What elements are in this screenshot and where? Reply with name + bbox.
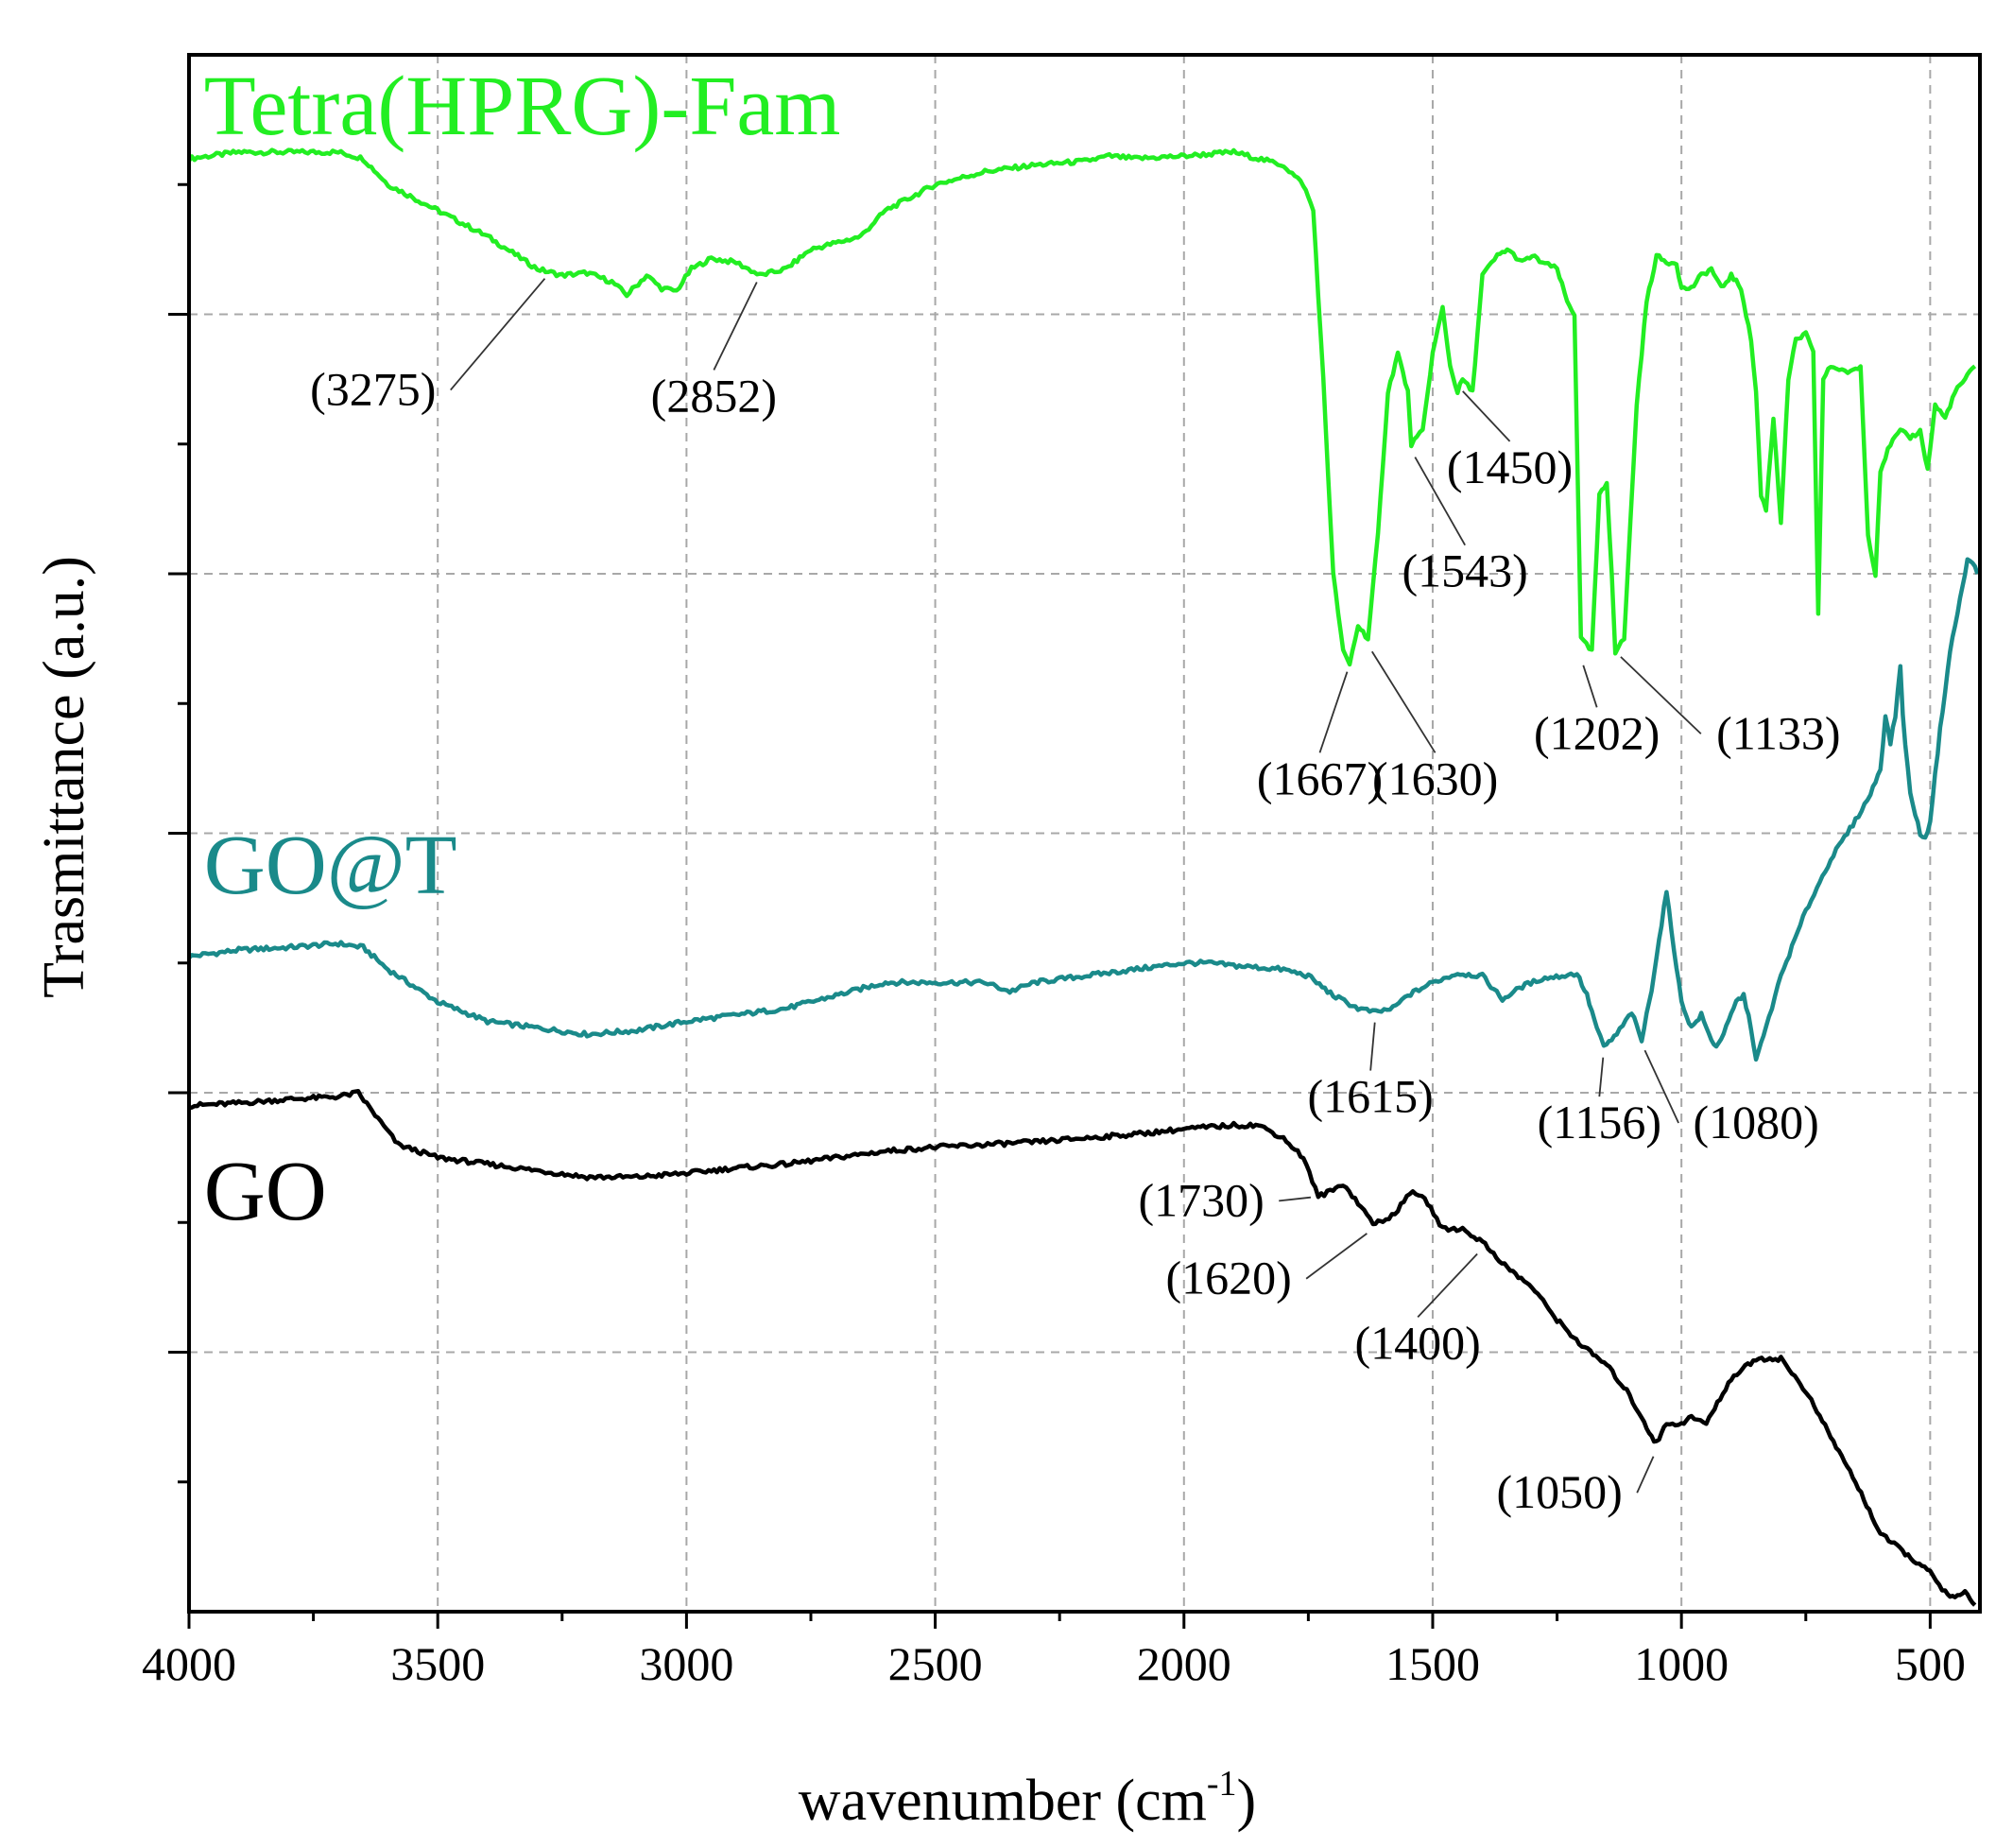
peak-label: (1620) <box>1165 1252 1291 1304</box>
annotations: (3275) (2852) (1450) (1543) (1667)(1630) (120… <box>310 278 1841 1518</box>
peak-label: (3275) <box>310 363 436 416</box>
peak-leader <box>1417 1252 1478 1318</box>
peak-label: (1156) <box>1538 1096 1661 1149</box>
x-tick-label: 4000 <box>142 1637 236 1690</box>
series-label: GO <box>204 1145 327 1238</box>
series-label: Tetra(HPRG)-Fam <box>204 60 841 153</box>
x-axis-label: wavenumber (cm-1) <box>799 1764 1256 1833</box>
peak-leader <box>1318 671 1349 753</box>
y-axis-label: Trasmittance (a.u.) <box>32 556 96 998</box>
series-line-tetra-hprg-fam <box>187 147 1977 667</box>
peak-leader <box>1414 457 1466 546</box>
peak-leader <box>1305 1233 1368 1280</box>
peak-leader <box>1643 1049 1679 1124</box>
x-ticks: 4000 3500 3000 2500 2000 1500 1000 500 <box>142 1612 1966 1690</box>
series-labels: Tetra(HPRG)-Fam GO@T GO <box>204 60 841 1238</box>
peak-leader <box>1598 1057 1605 1097</box>
peak-label: (1080) <box>1693 1096 1818 1149</box>
peak-leader <box>1636 1456 1655 1494</box>
grid <box>189 55 1980 1612</box>
peak-leader <box>1620 656 1702 734</box>
x-tick-label: 3000 <box>639 1637 733 1690</box>
x-tick-label: 2500 <box>888 1637 983 1690</box>
peak-label: (1730) <box>1139 1173 1265 1226</box>
peak-label: (1050) <box>1497 1465 1623 1518</box>
peak-label: (1615) <box>1308 1070 1434 1123</box>
peak-label: (1630) <box>1372 751 1498 804</box>
peak-leader <box>1582 665 1598 708</box>
series-line-go-at-t <box>187 557 1980 1062</box>
peak-leader <box>1279 1196 1312 1202</box>
peak-leader <box>713 282 758 371</box>
peak-label: (1133) <box>1716 706 1840 759</box>
peak-label: (1667) <box>1257 751 1383 804</box>
x-tick-label: 2000 <box>1137 1637 1231 1690</box>
x-tick-label: 1500 <box>1385 1637 1480 1690</box>
peak-label: (1543) <box>1402 544 1528 597</box>
peak-label: (1202) <box>1534 706 1660 759</box>
peak-label: (1450) <box>1447 440 1573 493</box>
peak-leader <box>1462 390 1511 442</box>
series-layer <box>187 147 1980 1607</box>
peak-leader <box>1369 1022 1376 1071</box>
peak-label: (1400) <box>1355 1316 1481 1369</box>
x-tick-label: 1000 <box>1634 1637 1729 1690</box>
series-line-go <box>188 1088 1977 1607</box>
x-tick-label: 3500 <box>390 1637 485 1690</box>
peak-label: (2852) <box>651 369 777 422</box>
peak-leader <box>1371 650 1437 753</box>
peak-leader <box>450 278 546 391</box>
x-tick-label: 500 <box>1895 1637 1966 1690</box>
series-label: GO@T <box>204 819 457 912</box>
y-ticks <box>168 182 189 1484</box>
